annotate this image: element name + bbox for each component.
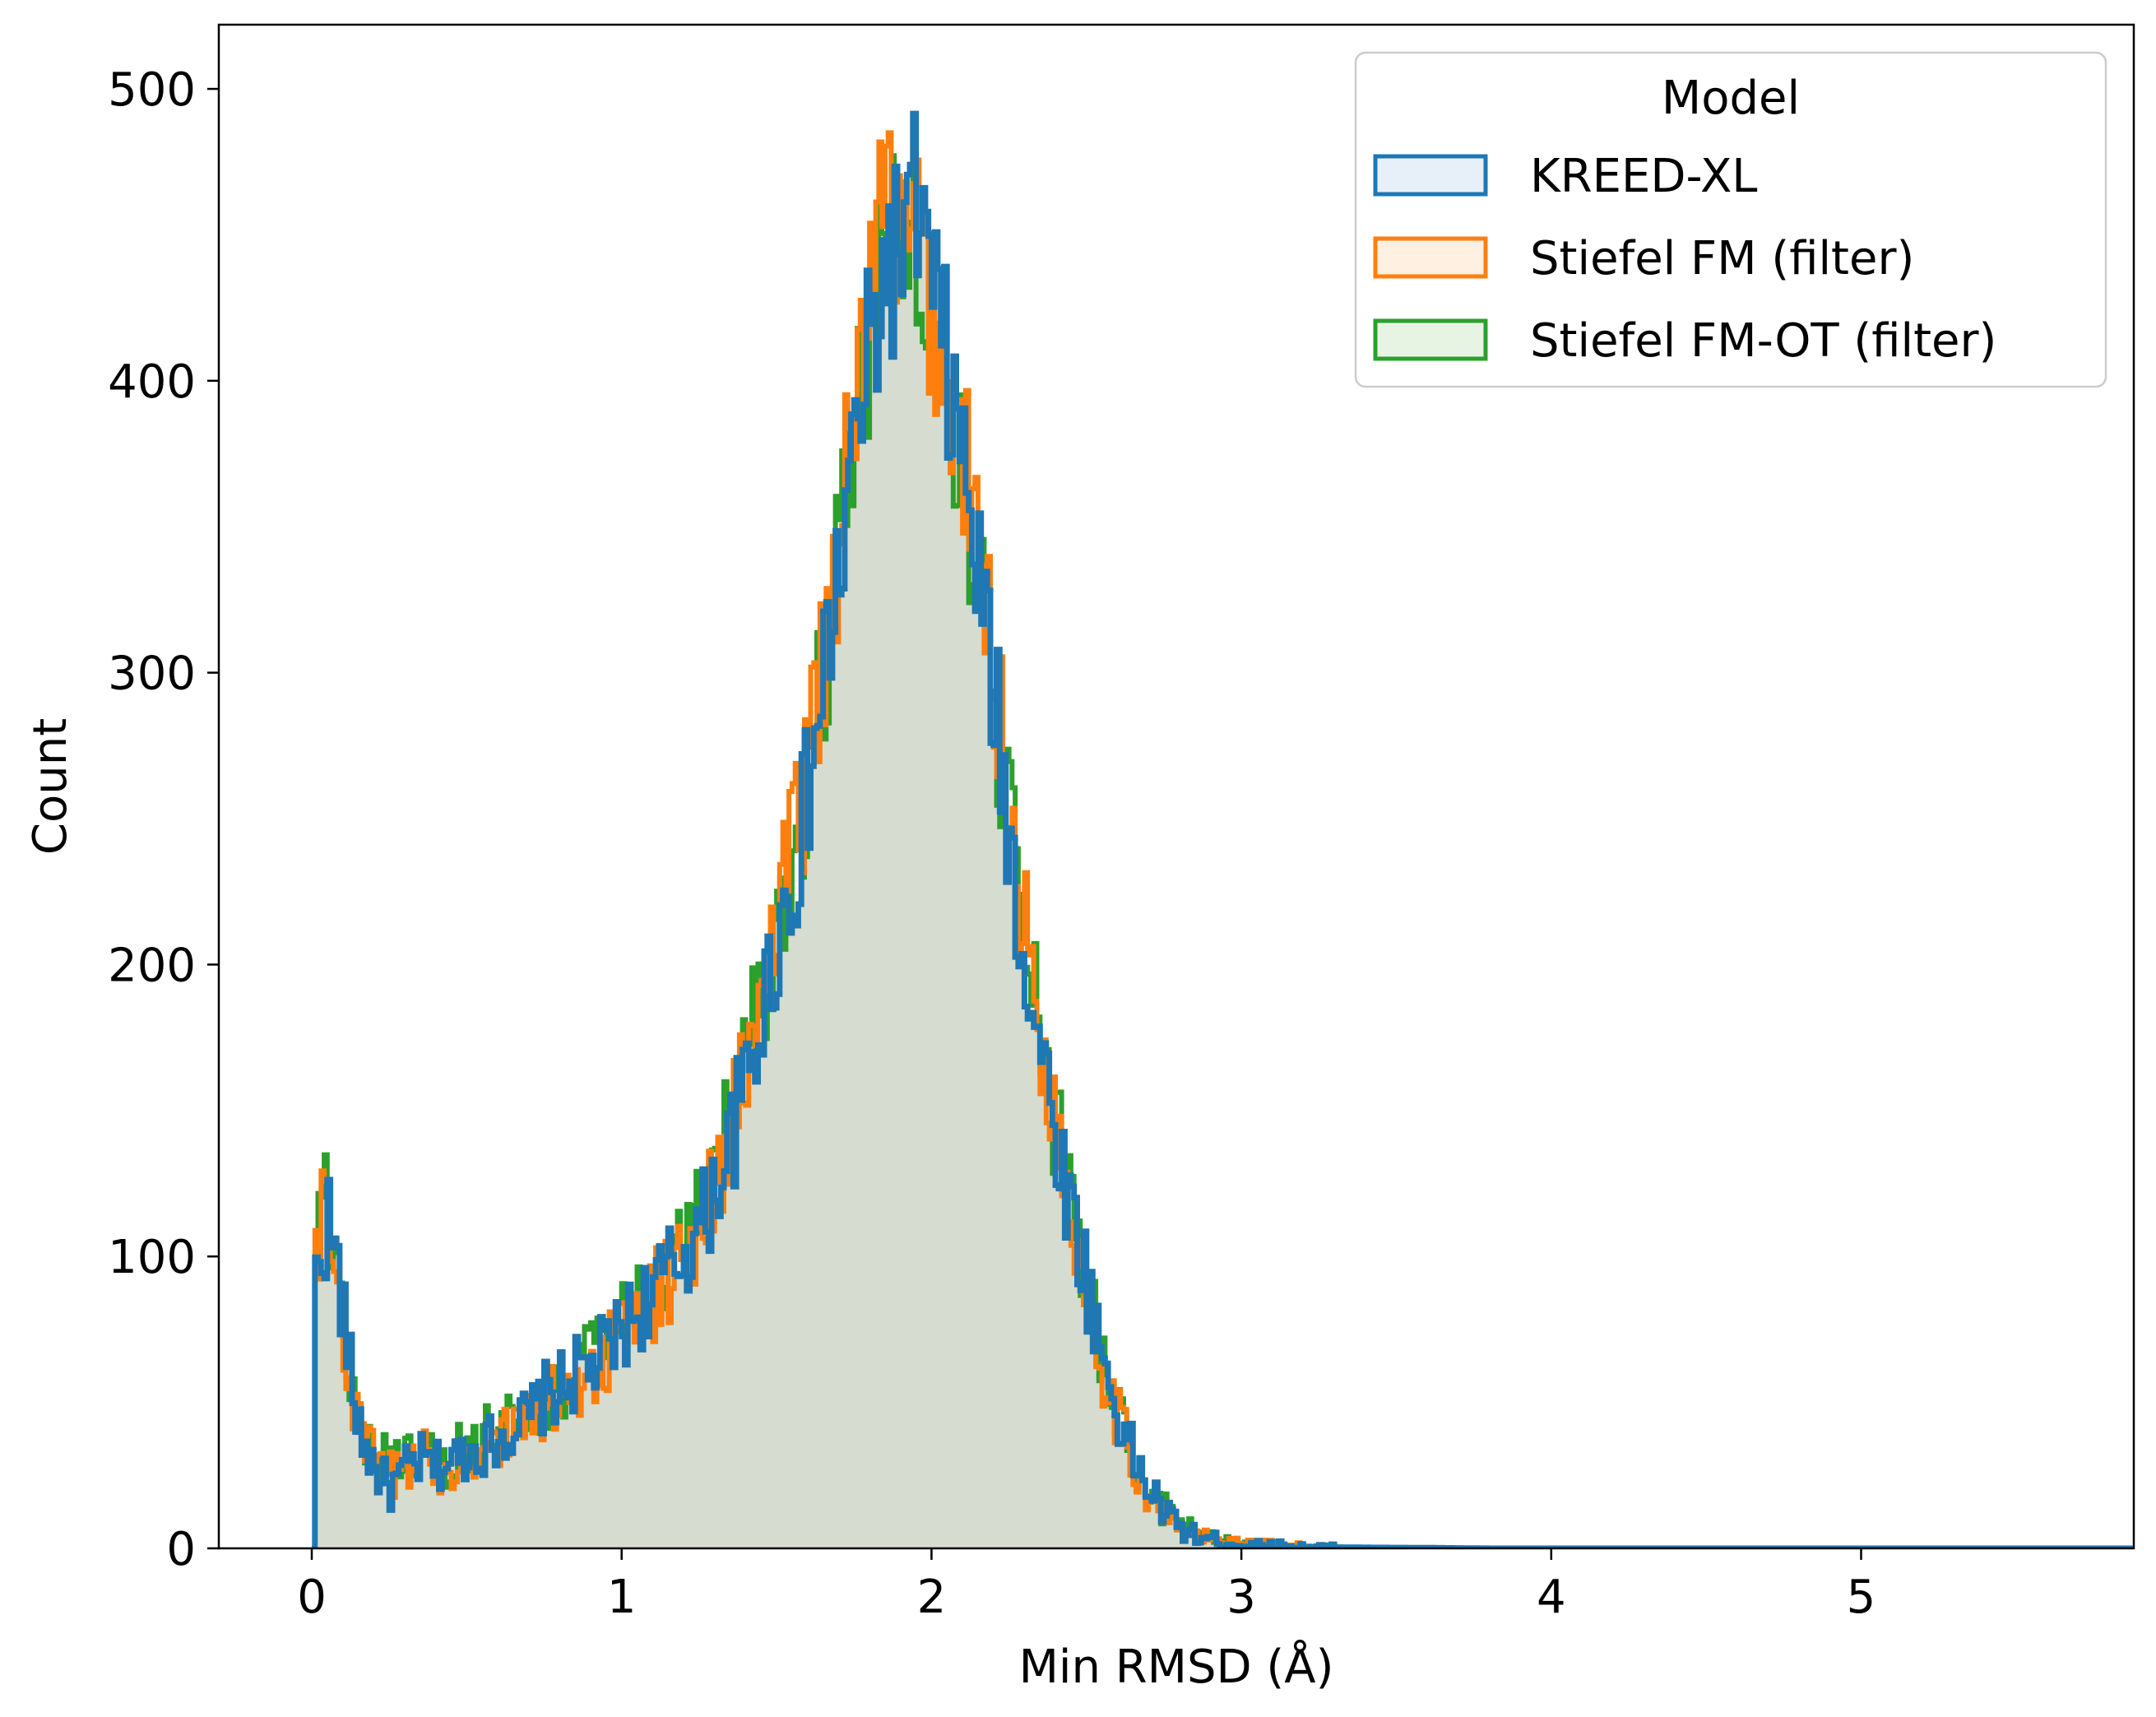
legend-swatch-stiefel-fm bbox=[1373, 236, 1488, 279]
y-tick-label: 100 bbox=[108, 1231, 196, 1284]
legend-label-stiefel-fm-ot: Stiefel FM-OT (filter) bbox=[1530, 314, 1996, 368]
y-tick-label: 200 bbox=[108, 939, 196, 992]
x-tick-label: 3 bbox=[1226, 1571, 1256, 1624]
x-tick-label: 1 bbox=[607, 1571, 637, 1624]
legend-swatch-stiefel-fm-ot bbox=[1373, 318, 1488, 361]
legend-label-stiefel-fm: Stiefel FM (filter) bbox=[1530, 232, 1914, 285]
legend-label-kreed-xl: KREED-XL bbox=[1530, 150, 1758, 203]
x-axis-label: Min RMSD (Å) bbox=[1019, 1640, 1334, 1694]
legend: Model KREED-XL Stiefel FM (filter) Stief… bbox=[1354, 51, 2107, 388]
y-tick-label: 0 bbox=[166, 1523, 196, 1576]
legend-title: Model bbox=[1662, 72, 1800, 125]
x-axis-ticks: 0 1 2 3 4 5 bbox=[297, 1548, 1875, 1624]
x-tick-label: 0 bbox=[297, 1571, 327, 1624]
legend-swatch-kreed-xl bbox=[1373, 154, 1488, 197]
series-line-kreed-xl bbox=[312, 110, 2134, 1548]
series-line-stiefel-fm-filter bbox=[312, 130, 2134, 1548]
plot-frame bbox=[217, 23, 2135, 1550]
histogram-fill-area bbox=[312, 114, 2134, 1548]
x-tick-label: 5 bbox=[1847, 1571, 1876, 1624]
x-tick-label: 2 bbox=[917, 1571, 947, 1624]
y-tick-label: 400 bbox=[108, 355, 196, 409]
histogram-fills bbox=[312, 114, 2134, 1548]
y-axis-label: Count bbox=[24, 718, 77, 855]
histogram-outlines bbox=[312, 110, 2134, 1548]
y-tick-label: 300 bbox=[108, 647, 196, 701]
y-axis-ticks: 0 100 200 300 400 500 bbox=[108, 63, 219, 1576]
legend-frame bbox=[1354, 51, 2107, 388]
x-tick-label: 4 bbox=[1537, 1571, 1566, 1624]
y-tick-label: 500 bbox=[108, 63, 196, 117]
